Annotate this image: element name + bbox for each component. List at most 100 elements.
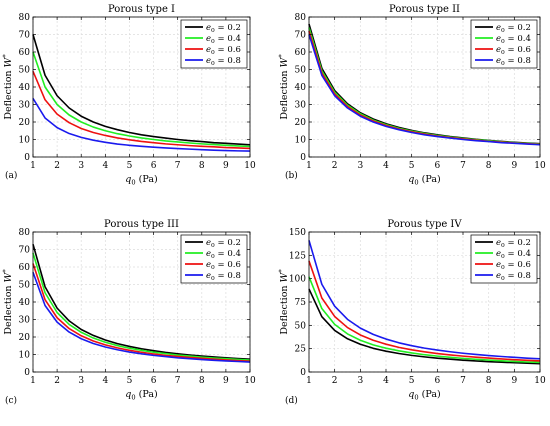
series-line-2 [32, 252, 251, 361]
x-tick-label: 3 [78, 161, 84, 171]
x-tick-label: 7 [175, 161, 181, 171]
x-tick-label: 2 [54, 376, 60, 386]
x-tick-label: 8 [486, 376, 492, 386]
y-tick-label: 30 [19, 101, 31, 111]
x-tick-label: 8 [486, 161, 492, 171]
legend-entry-4: e0 = 0.8 [206, 271, 241, 282]
x-tick-label: 4 [102, 161, 108, 171]
legend: e0 = 0.2e0 = 0.4e0 = 0.6e0 = 0.8 [470, 234, 538, 284]
x-tick-label: 3 [357, 161, 363, 171]
series-line-1 [32, 34, 251, 146]
x-tick-label: 5 [127, 161, 133, 171]
y-tick-label: 80 [295, 13, 307, 23]
legend-entry-3: e0 = 0.6 [206, 260, 241, 271]
x-axis-label: q0 (Pa) [408, 389, 440, 401]
legend-entry-2: e0 = 0.4 [206, 249, 241, 260]
x-tick-label: 5 [409, 161, 415, 171]
x-tick-label: 7 [175, 376, 181, 386]
legend-entry-4: e0 = 0.8 [496, 271, 531, 282]
chart-title: Porous type IV [387, 219, 462, 230]
panel-label: (b) [285, 170, 298, 181]
x-tick-label: 9 [511, 376, 517, 386]
y-tick-label: 50 [19, 281, 31, 291]
y-tick-label: 50 [295, 66, 307, 76]
x-tick-label: 9 [511, 161, 517, 171]
y-tick-label: 60 [19, 263, 31, 273]
x-tick-label: 10 [244, 376, 256, 386]
y-tick-label: 50 [19, 66, 31, 76]
chart-panel-2: 1 2 3 4 5 6 7 8 9 10 0 10 20 30 40 50 60 70 80 Porous type … [278, 4, 546, 186]
x-tick-label: 4 [102, 376, 108, 386]
y-tick-label: 50 [295, 321, 307, 331]
y-tick-label: 100 [289, 275, 306, 285]
x-tick-label: 6 [434, 376, 440, 386]
y-tick-label: 10 [19, 136, 31, 146]
panel-label: (a) [5, 170, 17, 181]
x-tick-label: 6 [151, 161, 157, 171]
y-axis-label: Deflection W* [278, 54, 290, 120]
legend-entry-2: e0 = 0.4 [206, 34, 241, 45]
x-tick-label: 1 [30, 161, 36, 171]
y-tick-label: 150 [289, 228, 306, 238]
y-tick-label: 0 [24, 153, 30, 163]
x-tick-label: 7 [460, 161, 466, 171]
y-tick-label: 0 [24, 368, 30, 378]
x-tick-label: 9 [223, 161, 229, 171]
legend-entry-2: e0 = 0.4 [496, 34, 531, 45]
legend-entry-1: e0 = 0.2 [496, 238, 531, 249]
y-tick-label: 80 [19, 13, 31, 23]
y-tick-label: 30 [19, 316, 31, 326]
legend-entry-3: e0 = 0.6 [496, 260, 531, 271]
x-tick-label: 1 [30, 376, 36, 386]
panel-label: (d) [285, 395, 298, 406]
y-axis-label: Deflection W* [2, 54, 14, 120]
chart-title: Porous type II [389, 4, 460, 15]
series-line-3 [32, 70, 251, 150]
x-tick-label: 7 [460, 376, 466, 386]
y-tick-label: 20 [19, 333, 31, 343]
x-tick-label: 6 [151, 376, 157, 386]
y-tick-label: 80 [19, 228, 31, 238]
legend-entry-1: e0 = 0.2 [206, 23, 241, 34]
legend: e0 = 0.2e0 = 0.4e0 = 0.6e0 = 0.8 [180, 234, 248, 284]
x-tick-label: 1 [306, 376, 312, 386]
chart-panel-3: 1 2 3 4 5 6 7 8 9 10 0 10 20 30 40 50 60 70 80 Porous type … [2, 219, 256, 406]
series-line-3 [32, 263, 251, 362]
y-tick-label: 20 [295, 118, 307, 128]
x-axis-label: q0 (Pa) [125, 389, 157, 401]
y-tick-label: 0 [300, 153, 306, 163]
y-tick-label: 20 [19, 118, 31, 128]
y-tick-label: 40 [19, 298, 31, 308]
x-tick-label: 9 [223, 376, 229, 386]
y-tick-label: 40 [295, 83, 307, 93]
x-tick-label: 5 [409, 376, 415, 386]
series-line-3 [308, 260, 541, 362]
x-tick-label: 8 [199, 161, 205, 171]
x-tick-label: 2 [332, 161, 338, 171]
legend-entry-3: e0 = 0.6 [206, 45, 241, 56]
series-line-1 [308, 288, 541, 365]
chart-panel-1: 1 2 3 4 5 6 7 8 9 10 0 10 20 30 40 50 60 70 80 Porous type … [2, 4, 256, 186]
x-tick-label: 2 [54, 161, 60, 171]
x-tick-label: 10 [244, 161, 256, 171]
legend-entry-4: e0 = 0.8 [496, 56, 531, 67]
x-tick-label: 3 [357, 376, 363, 386]
chart-title: Porous type I [108, 4, 175, 15]
series-line-1 [32, 244, 251, 361]
x-tick-label: 8 [199, 376, 205, 386]
legend: e0 = 0.2e0 = 0.4e0 = 0.6e0 = 0.8 [470, 19, 538, 69]
legend-entry-1: e0 = 0.2 [496, 23, 531, 34]
x-tick-label: 1 [306, 161, 312, 171]
y-axis-label: Deflection W* [278, 269, 290, 335]
x-tick-label: 6 [434, 161, 440, 171]
y-tick-label: 60 [295, 48, 307, 58]
y-tick-label: 75 [295, 298, 307, 308]
legend-box [470, 19, 538, 69]
y-tick-label: 10 [295, 136, 307, 146]
y-tick-label: 125 [289, 251, 306, 261]
y-tick-label: 25 [295, 345, 307, 355]
x-tick-label: 10 [534, 161, 546, 171]
x-tick-label: 5 [127, 376, 133, 386]
